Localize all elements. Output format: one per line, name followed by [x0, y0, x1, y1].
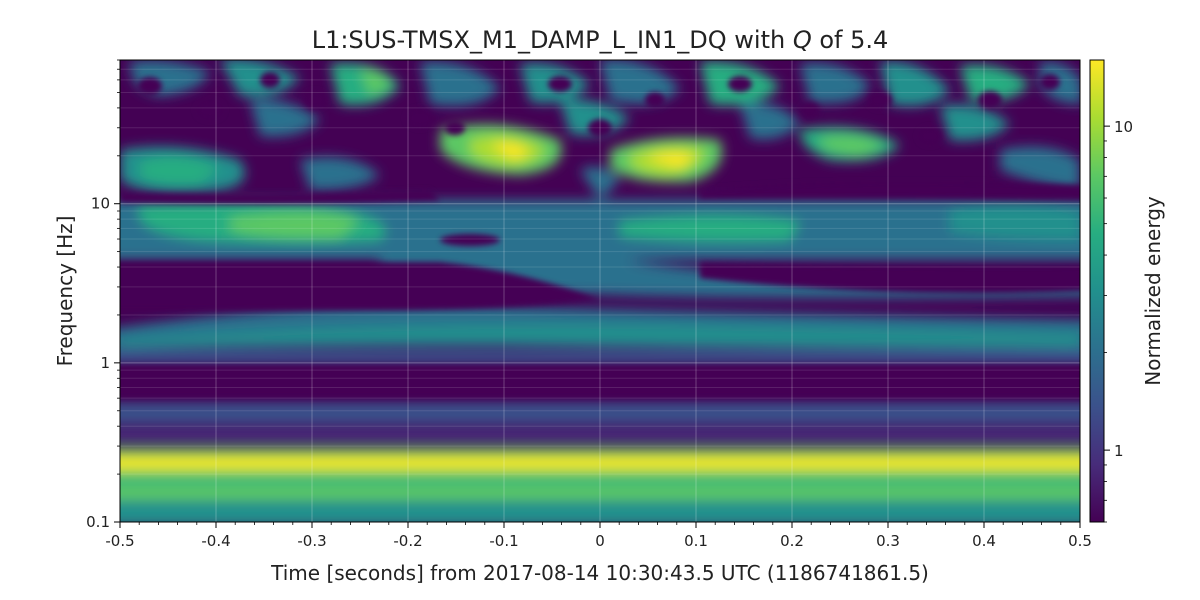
- colorbar-ticks: 1 10: [1104, 118, 1133, 523]
- x-axis: -0.5 -0.4 -0.3 -0.2 -0.1 0 0.1 0.2 0.3 0.4 0.5: [105, 522, 1092, 550]
- chart-title: L1:SUS-TMSX_M1_DAMP_L_IN1_DQ with Q of 5…: [312, 26, 889, 54]
- x-tick-label: 0: [595, 532, 605, 550]
- x-tick-label: -0.1: [489, 532, 518, 550]
- x-tick-label: -0.4: [201, 532, 230, 550]
- colorbar: 1 10 Normalized energy: [1089, 59, 1165, 523]
- x-axis-label: Time [seconds] from 2017-08-14 10:30:43.…: [270, 561, 929, 585]
- plot-grid: [119, 59, 1081, 523]
- colorbar-frame: [1089, 59, 1105, 523]
- colorbar-gradient: [1090, 60, 1104, 522]
- heatmap: [120, 60, 1080, 522]
- y-tick-label: 1: [100, 354, 110, 372]
- colorbar-tick-label: 1: [1114, 442, 1124, 460]
- x-tick-label: 0.5: [1068, 532, 1092, 550]
- colorbar-label: Normalized energy: [1141, 196, 1165, 386]
- y-tick-label: 10: [91, 195, 110, 213]
- y-axis: 0.1 1 10: [86, 59, 120, 531]
- colorbar-tick-label: 10: [1114, 118, 1133, 136]
- x-tick-label: -0.3: [297, 532, 326, 550]
- y-axis-label: Frequency [Hz]: [53, 216, 77, 367]
- x-tick-label: -0.2: [393, 532, 422, 550]
- x-tick-label: 0.3: [876, 532, 900, 550]
- x-tick-label: 0.2: [780, 532, 804, 550]
- x-tick-label: -0.5: [105, 532, 134, 550]
- dark-holes: [120, 72, 1080, 398]
- x-tick-label: 0.1: [684, 532, 708, 550]
- x-tick-label: 0.4: [972, 532, 996, 550]
- y-tick-label: 0.1: [86, 513, 110, 531]
